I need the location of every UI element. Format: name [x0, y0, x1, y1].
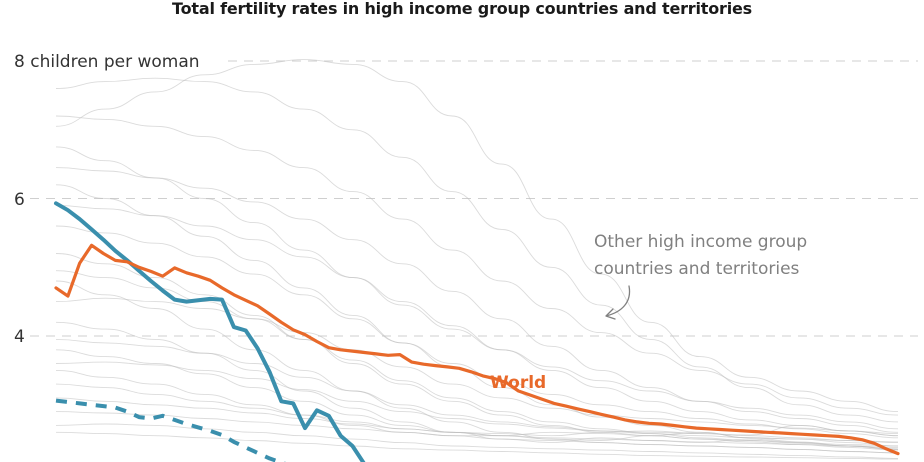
series-label-world: World — [490, 373, 546, 393]
background-series-line — [55, 167, 899, 433]
annotation-line-2: countries and territories — [594, 259, 800, 279]
background-series-line — [55, 338, 899, 443]
background-series-line — [55, 431, 899, 460]
gridlines — [30, 60, 918, 337]
background-series-line — [55, 146, 899, 430]
y-tick-label-8: 8 children per woman — [14, 52, 200, 72]
series-line-highlight-solid — [54, 201, 366, 462]
background-series-line — [55, 297, 899, 435]
background-series-line — [55, 253, 899, 451]
y-tick-label-4: 4 — [14, 327, 25, 347]
background-series-line — [55, 270, 899, 450]
background-series-line — [55, 77, 899, 423]
annotation-line-1: Other high income group — [594, 232, 807, 252]
background-series-line — [55, 115, 899, 416]
background-series-line — [55, 184, 899, 450]
labels-group: 8 children per woman 6 4 Other high inco… — [14, 52, 807, 393]
series-line-world — [54, 243, 900, 456]
background-series-line — [55, 361, 899, 437]
y-tick-label-6: 6 — [14, 190, 25, 210]
background-series-line — [55, 59, 899, 413]
chart-title: Total fertility rates in high income gro… — [172, 0, 752, 18]
background-series-line — [55, 225, 899, 439]
series-line-highlight-dashed — [55, 398, 286, 462]
highlight-series-group — [54, 201, 900, 462]
annotation-arrow-icon — [605, 285, 631, 320]
background-series-line — [55, 383, 899, 444]
background-series-line — [55, 321, 899, 450]
background-series-line — [55, 411, 899, 454]
background-series-group — [55, 59, 899, 460]
background-series-line — [55, 397, 899, 448]
background-series-line — [55, 204, 899, 437]
